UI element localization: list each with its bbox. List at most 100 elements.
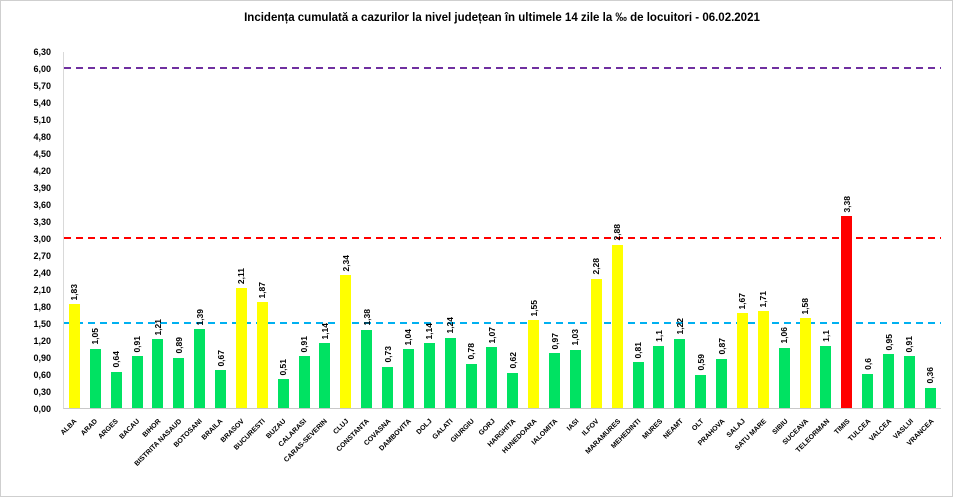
bar-value-label: 1,05 <box>90 327 101 345</box>
bar-column-dambovita: 1,04 <box>398 52 419 408</box>
bar-value-label: 1,14 <box>319 322 330 340</box>
plot-area: 1,83 1,05 0,64 0,91 1,21 0,89 1,39 0,67 2,11 1,87… <box>63 52 941 409</box>
bar-value-label: 1,07 <box>486 326 497 344</box>
bar <box>256 302 268 408</box>
bar <box>131 356 143 408</box>
bar <box>903 356 915 408</box>
x-axis-label: OLT <box>691 418 706 433</box>
bar-column-botosani: 1,39 <box>189 52 210 408</box>
bar-value-label: 2,34 <box>340 254 351 272</box>
y-axis-tick-label: 5,10 <box>33 115 51 125</box>
bar-value-label: 0,97 <box>549 332 560 350</box>
bar-value-label: 2,28 <box>591 258 602 275</box>
bar-column-buzau: 0,51 <box>273 52 294 408</box>
bar <box>507 372 519 408</box>
chart-title: Incidența cumulată a cazurilor la nivel … <box>244 12 760 24</box>
bar-value-label: 1,67 <box>737 292 748 310</box>
bar-column-satu-mare: 1,71 <box>753 52 774 408</box>
y-axis-tick-label: 3,60 <box>33 200 51 210</box>
y-axis-tick-label: 1,20 <box>33 336 51 346</box>
bar-column-vaslui: 0,91 <box>899 52 920 408</box>
bar <box>590 278 602 408</box>
bar-column-gorj: 1,07 <box>482 52 503 408</box>
bar-value-label: 0,78 <box>466 343 477 360</box>
y-axis-tick-label: 4,50 <box>33 149 51 159</box>
bar <box>68 304 80 408</box>
bar-column-maramures: 2,88 <box>607 52 628 408</box>
bar <box>716 358 728 408</box>
bar <box>757 311 769 408</box>
bar-value-label: 0,6 <box>862 358 873 370</box>
bar-column-suceava: 1,58 <box>795 52 816 408</box>
bar-value-label: 0,59 <box>695 354 706 371</box>
bar-column-dolj: 1,14 <box>419 52 440 408</box>
bar-value-label: 1,14 <box>424 322 435 340</box>
bar <box>89 348 101 408</box>
y-axis-tick-label: 3,00 <box>33 234 51 244</box>
bar <box>862 374 874 408</box>
bar <box>298 356 310 408</box>
bar-column-hunedoara: 1,55 <box>523 52 544 408</box>
bar-column-arges: 0,64 <box>106 52 127 408</box>
x-axis-label: GORJ <box>477 418 497 437</box>
bar <box>235 288 247 408</box>
y-axis-tick-label: 3,30 <box>33 217 51 227</box>
y-axis-tick-label: 4,80 <box>33 132 51 142</box>
bar <box>215 370 227 408</box>
bar-column-timis: 3,38 <box>836 52 857 408</box>
bar <box>382 366 394 408</box>
bar <box>173 357 185 408</box>
bar-column-bacau: 0,91 <box>127 52 148 408</box>
bar-value-label: 0,89 <box>173 337 184 354</box>
bar-column-vrancea: 0,36 <box>920 52 941 408</box>
bar <box>674 338 686 408</box>
bar-column-bucuresti: 1,87 <box>252 52 273 408</box>
bar <box>883 354 895 408</box>
y-axis-tick-label: 6,30 <box>33 47 51 57</box>
bar-value-label: 3,38 <box>841 195 852 213</box>
y-axis-tick-label: 2,40 <box>33 268 51 278</box>
bar <box>402 349 414 408</box>
bar <box>444 337 456 408</box>
y-axis-tick-label: 0,00 <box>33 404 51 414</box>
y-axis-tick-label: 2,10 <box>33 285 51 295</box>
x-axis-label: CLUJ <box>332 418 351 436</box>
bar-value-label: 2,88 <box>612 224 623 241</box>
bar-column-braila: 0,67 <box>210 52 231 408</box>
bar <box>319 343 331 408</box>
x-axis-label: ARGES <box>97 418 121 441</box>
y-axis-tick-label: 1,50 <box>33 319 51 329</box>
x-axis-label: ILFOV <box>581 418 602 438</box>
bar-value-label: 1,1 <box>820 329 831 342</box>
bar-column-covasna: 0,73 <box>377 52 398 408</box>
bar-value-label: 0,64 <box>111 351 122 368</box>
bar-value-label: 0,62 <box>507 352 518 369</box>
bar <box>423 343 435 408</box>
bar-column-neamt: 1,22 <box>669 52 690 408</box>
bar <box>736 313 748 408</box>
bar-value-label: 1,03 <box>570 329 581 346</box>
bar-value-label: 1,1 <box>653 329 664 342</box>
y-axis-tick-label: 1,80 <box>33 302 51 312</box>
bar-column-olt: 0,59 <box>690 52 711 408</box>
bar <box>340 275 352 408</box>
bar-value-label: 1,58 <box>800 297 811 315</box>
bar-column-galati: 1,24 <box>440 52 461 408</box>
bar <box>152 339 164 408</box>
bar-column-prahova: 0,87 <box>711 52 732 408</box>
bar <box>465 363 477 408</box>
bar-column-harghita: 0,62 <box>502 52 523 408</box>
x-axis-label: DOLJ <box>415 418 434 437</box>
y-axis-tick-label: 0,30 <box>33 387 51 397</box>
bar <box>361 329 373 408</box>
bar <box>611 244 623 408</box>
bar <box>486 347 498 408</box>
bar-value-label: 1,87 <box>257 281 268 299</box>
bar <box>924 387 936 408</box>
bar-column-mehedinti: 0,81 <box>628 52 649 408</box>
x-axis-label: NEAMT <box>662 418 685 441</box>
bar-value-label: 0,87 <box>716 338 727 355</box>
bar-column-bistrita-nasaud: 0,89 <box>168 52 189 408</box>
bar <box>653 345 665 408</box>
